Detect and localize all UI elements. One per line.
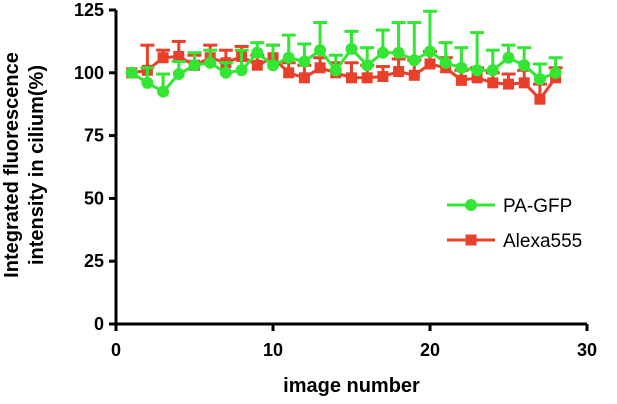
data-point bbox=[157, 52, 169, 64]
x-axis-title: image number bbox=[283, 375, 420, 397]
x-tick-label: 20 bbox=[420, 340, 440, 360]
x-tick-label: 30 bbox=[577, 340, 597, 360]
legend-marker bbox=[465, 199, 477, 211]
data-point bbox=[455, 61, 468, 74]
y-axis-title-line: intensity in cilium(%) bbox=[26, 65, 48, 265]
x-tick-label: 0 bbox=[111, 340, 121, 360]
axes: 0 25 50 75 100 125 0 10 20 30 image number Integrat… bbox=[1, 0, 597, 397]
data-point bbox=[471, 72, 483, 84]
data-point bbox=[487, 77, 499, 89]
data-point bbox=[173, 50, 185, 62]
legend-item-Alexa555: Alexa555 bbox=[447, 231, 582, 252]
data-point bbox=[518, 59, 531, 72]
x-tick-label: 10 bbox=[263, 340, 283, 360]
data-point bbox=[188, 59, 201, 72]
y-tick-label: 100 bbox=[74, 63, 104, 83]
data-point bbox=[486, 64, 499, 77]
data-point bbox=[502, 51, 515, 64]
legend-item-PA-GFP: PA-GFP bbox=[447, 196, 572, 217]
data-point bbox=[283, 67, 295, 79]
data-point bbox=[533, 73, 546, 86]
data-point bbox=[393, 66, 405, 78]
data-point bbox=[329, 64, 342, 77]
data-point bbox=[314, 62, 326, 74]
data-point bbox=[377, 71, 389, 83]
data-point bbox=[439, 56, 452, 69]
data-point bbox=[455, 74, 467, 86]
data-point bbox=[408, 54, 421, 67]
data-point bbox=[314, 44, 327, 57]
data-point bbox=[298, 72, 310, 84]
data-point bbox=[471, 64, 484, 77]
data-point bbox=[424, 58, 436, 70]
legend-label: Alexa555 bbox=[503, 231, 582, 252]
y-tick-label: 75 bbox=[84, 126, 104, 146]
y-tick-label: 25 bbox=[84, 251, 104, 271]
data-point bbox=[125, 66, 138, 79]
data-point bbox=[549, 66, 562, 79]
data-point bbox=[361, 72, 373, 84]
y-tick-label: 125 bbox=[74, 0, 104, 20]
data-point bbox=[503, 78, 514, 90]
data-point bbox=[204, 56, 217, 69]
data-point bbox=[518, 77, 530, 89]
data-point bbox=[157, 85, 170, 98]
data-point bbox=[298, 55, 311, 68]
y-tick-label: 50 bbox=[84, 188, 104, 208]
data-point bbox=[408, 69, 420, 81]
series-layer bbox=[125, 9, 563, 105]
data-point bbox=[345, 42, 358, 55]
legend: PA-GFP Alexa555 bbox=[447, 196, 582, 252]
data-point bbox=[346, 72, 357, 84]
data-point bbox=[235, 64, 248, 77]
legend-label: PA-GFP bbox=[503, 196, 572, 217]
data-point bbox=[251, 46, 264, 59]
data-point bbox=[361, 59, 374, 72]
data-point bbox=[424, 45, 436, 58]
data-point bbox=[141, 76, 154, 89]
data-point bbox=[376, 46, 389, 59]
y-axis-title-line: Integrated fluorescence bbox=[1, 52, 23, 278]
series-line bbox=[131, 55, 557, 101]
data-point bbox=[267, 59, 279, 72]
data-point bbox=[172, 68, 185, 81]
data-point bbox=[392, 46, 405, 59]
data-point bbox=[219, 66, 232, 79]
y-tick-label: 0 bbox=[94, 314, 104, 334]
legend-marker bbox=[465, 234, 477, 246]
data-point bbox=[282, 51, 295, 64]
series-line bbox=[130, 47, 557, 94]
data-point bbox=[534, 93, 546, 105]
data-point bbox=[251, 59, 263, 71]
series-PA-GFP bbox=[125, 9, 563, 98]
